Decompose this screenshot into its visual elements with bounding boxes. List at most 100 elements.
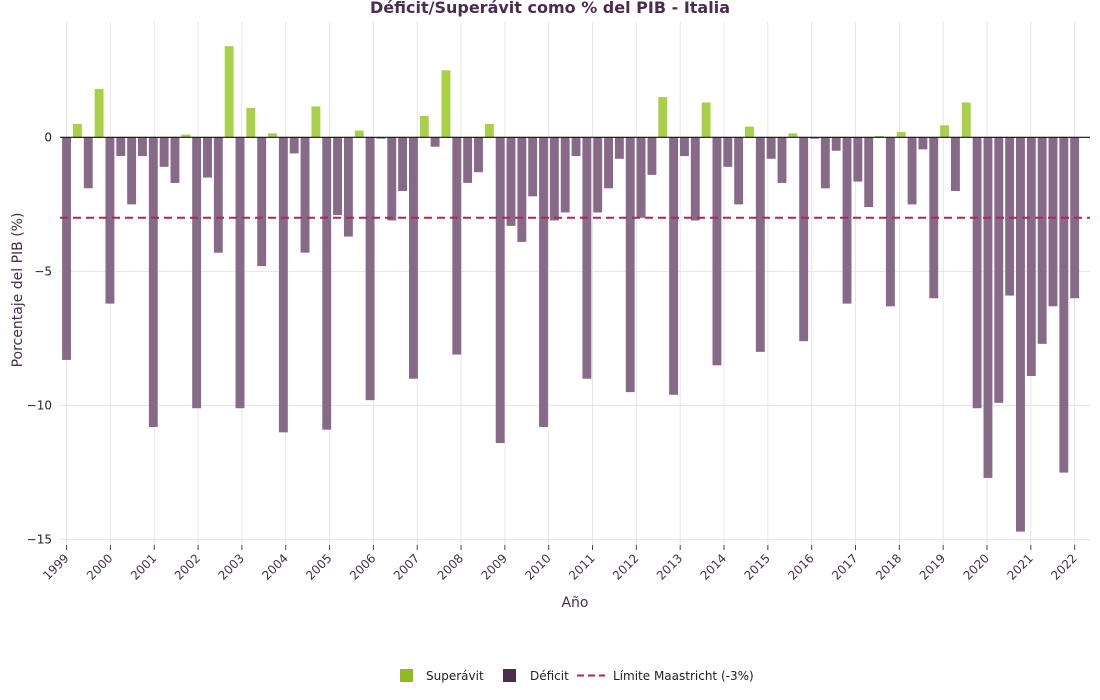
x-axis-ticks: 1999 2000 2001 2002 2003 2004 2005 2006 2007 2008…: [40, 545, 1080, 583]
deficit-bar-90: [1037, 137, 1047, 344]
x-tick-label-2022: 2022: [1048, 551, 1079, 582]
deficit-bar-9: [159, 137, 169, 167]
deficit-bar-30: [387, 137, 397, 221]
x-tick-label-2000: 2000: [84, 551, 115, 582]
deficit-bar-22: [300, 137, 310, 253]
deficit-bar-60: [712, 137, 722, 366]
surplus-bar-39: [484, 123, 494, 138]
deficit-bar-82: [950, 137, 960, 191]
legend: Superávit Déficit Límite Maastricht (-3%…: [400, 669, 754, 683]
deficit-bar-51: [614, 137, 624, 159]
legend-limit-label: Límite Maastricht (-3%): [613, 669, 754, 683]
deficit-bar-36: [452, 137, 462, 355]
deficit-bar-86: [994, 137, 1004, 403]
surplus-bar-19: [268, 133, 277, 138]
legend-deficit-swatch: [503, 669, 516, 682]
deficit-bar-24: [322, 137, 332, 430]
y-axis-ticks: 0 −5 −10 −15: [27, 130, 52, 546]
deficit-bar-41: [506, 137, 516, 226]
deficit-bar-64: [755, 137, 765, 352]
surplus-bar-11: [181, 134, 191, 138]
deficit-bar-74: [864, 137, 874, 208]
deficit-bar-25: [333, 137, 343, 216]
y-tick-label-2: −10: [27, 399, 52, 413]
x-tick-label-2009: 2009: [478, 551, 509, 582]
x-tick-label-2021: 2021: [1004, 551, 1035, 582]
surplus-bar-33: [419, 115, 429, 138]
deficit-bar-20: [278, 137, 288, 433]
deficit-bar-47: [571, 137, 581, 157]
x-tick-label-2020: 2020: [961, 551, 992, 582]
deficit-bar-44: [539, 137, 548, 427]
deficit-bar-5: [116, 137, 126, 157]
deficit-bar-87: [1005, 137, 1015, 296]
x-tick-label-2008: 2008: [435, 551, 466, 582]
x-axis-label: Año: [561, 595, 588, 611]
deficit-bar-52: [625, 137, 635, 393]
deficit-bar-78: [907, 137, 917, 205]
chart-title: Déficit/Superávit como % del PIB - Itali…: [370, 0, 730, 17]
deficit-bar-76: [885, 137, 895, 307]
x-tick-label-2018: 2018: [873, 551, 904, 582]
deficit-bar-26: [343, 137, 353, 237]
surplus-bar-63: [745, 126, 754, 138]
deficit-bar-40: [495, 137, 505, 444]
x-tick-label-2012: 2012: [610, 551, 641, 582]
deficit-bar-62: [734, 137, 744, 205]
reference-lines: [60, 136, 1090, 219]
deficit-bar-2: [83, 137, 93, 189]
deficit-bar-50: [604, 137, 613, 189]
y-tick-label-3: −15: [27, 533, 52, 547]
deficit-bar-56: [669, 137, 679, 395]
deficit-bar-29: [376, 137, 386, 139]
surplus-bar-55: [658, 97, 668, 138]
deficit-bar-43: [528, 137, 538, 197]
legend-deficit-label: Déficit: [530, 669, 569, 683]
deficit-bar-84: [972, 137, 982, 409]
deficit-bar-70: [820, 137, 830, 189]
deficit-bar-37: [463, 137, 473, 183]
x-tick-label-2014: 2014: [698, 551, 729, 582]
surplus-bar-59: [701, 102, 711, 138]
surplus-bar-75: [875, 135, 884, 138]
surplus-bar-83: [961, 102, 971, 138]
surplus-bar-15: [224, 46, 234, 138]
legend-surplus-swatch: [400, 669, 413, 682]
deficit-bar-6: [127, 137, 137, 205]
surplus-bar-81: [940, 125, 950, 138]
deficit-bar-65: [766, 137, 776, 159]
surplus-bar-3: [94, 89, 104, 138]
legend-surplus-label: Superávit: [426, 669, 484, 683]
deficit-bar-14: [213, 137, 223, 253]
x-tick-label-2007: 2007: [391, 551, 422, 582]
deficit-bar-58: [690, 137, 700, 221]
surplus-bar-23: [311, 106, 321, 138]
deficit-bar-8: [148, 137, 158, 427]
deficit-bar-45: [549, 137, 559, 221]
deficit-bar-21: [289, 137, 299, 154]
deficit-bar-4: [105, 137, 115, 304]
x-tick-label-1999: 1999: [40, 551, 71, 582]
x-tick-label-2016: 2016: [785, 551, 816, 582]
deficit-bar-89: [1026, 137, 1036, 377]
x-tick-label-2017: 2017: [829, 551, 860, 582]
surplus-bar-1: [72, 123, 82, 138]
surplus-bar-17: [246, 107, 256, 138]
x-tick-label-2011: 2011: [566, 551, 597, 582]
deficit-bar-91: [1048, 137, 1058, 307]
surplus-bar-67: [788, 133, 798, 138]
x-tick-label-2004: 2004: [259, 551, 290, 582]
x-tick-label-2010: 2010: [522, 551, 553, 582]
deficit-bar-32: [409, 137, 418, 379]
bars: [62, 46, 1080, 532]
deficit-bar-42: [517, 137, 527, 242]
deficit-bar-49: [593, 137, 603, 213]
surplus-bar-27: [354, 130, 364, 138]
deficit-bar-68: [799, 137, 809, 342]
deficit-bar-0: [62, 137, 72, 360]
deficit-bar-7: [138, 137, 147, 157]
deficit-bar-34: [430, 137, 440, 147]
deficit-bar-10: [170, 137, 180, 183]
deficit-bar-13: [203, 137, 212, 178]
